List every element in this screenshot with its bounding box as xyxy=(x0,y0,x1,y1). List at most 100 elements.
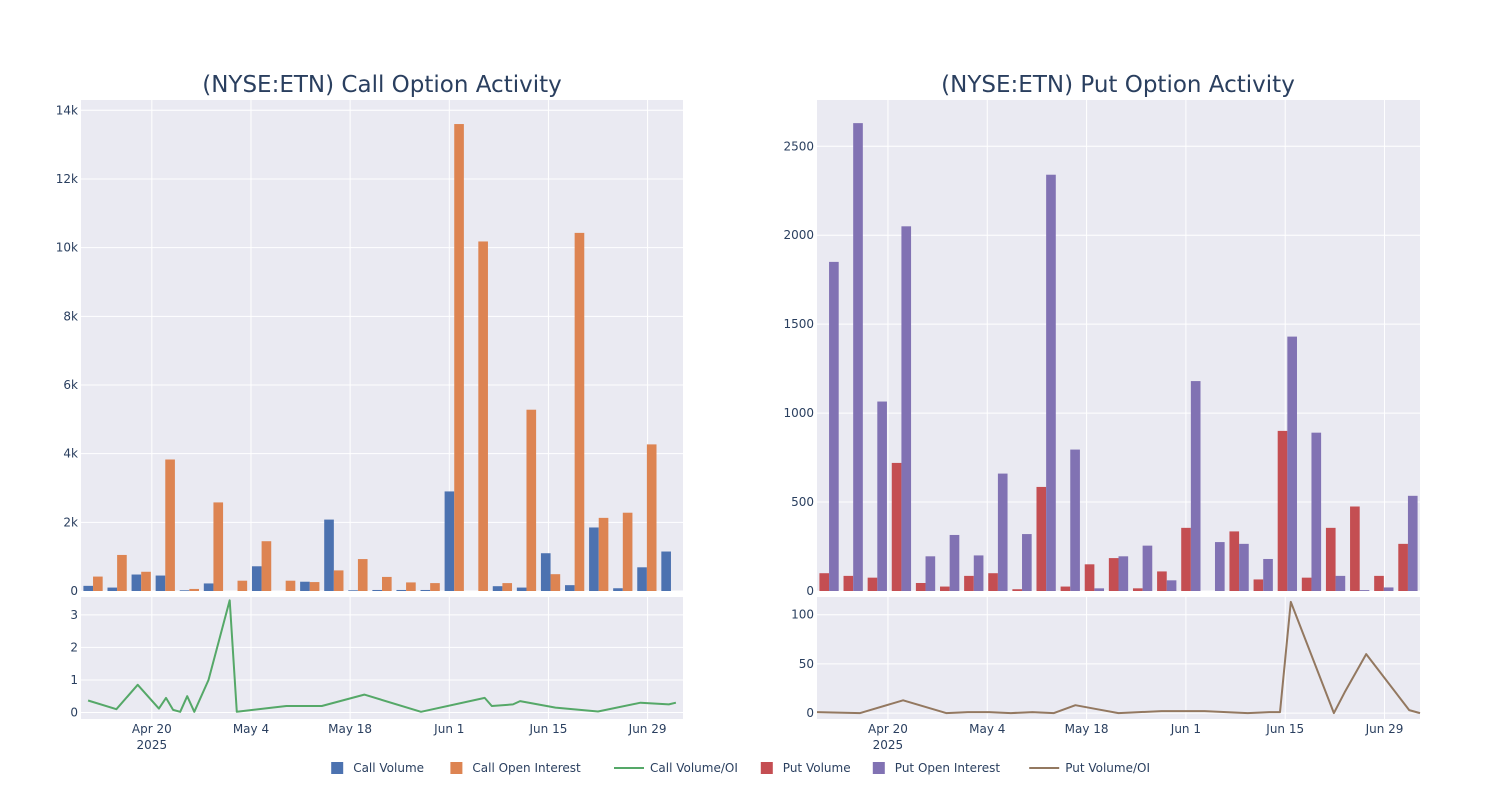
call-open-interest-bar xyxy=(261,541,272,591)
put-open-interest-bar xyxy=(1359,590,1370,591)
put-volume-bar xyxy=(1325,527,1336,591)
put-volume-bar xyxy=(1253,579,1264,591)
call-open-interest-bar xyxy=(646,444,657,591)
put-volume-bar xyxy=(1084,564,1095,591)
put-volume-bar xyxy=(915,582,926,591)
put-volume-bar xyxy=(1012,589,1023,591)
call-volume-bar xyxy=(637,567,647,591)
legend[interactable]: Call Volume Call Open Interest Call Volume… xyxy=(331,761,1150,775)
legend-label: Call Volume/OI xyxy=(650,761,738,775)
put-volume-bar xyxy=(1157,571,1167,591)
legend-label: Call Volume xyxy=(353,761,424,775)
put-open-interest-bar xyxy=(1118,556,1129,591)
put-ratio-series xyxy=(816,600,1421,715)
call-chart: (NYSE:ETN) Call Option Activity 0 2k 4k 6k 8… xyxy=(56,72,683,752)
call-ratio-y-axis: 0 1 2 3 xyxy=(70,608,78,720)
ratio-y-tick-label: 50 xyxy=(799,657,814,671)
put-volume-bar xyxy=(1374,575,1384,591)
bar-y-tick-label: 0 xyxy=(70,584,78,598)
x-tick-label: May 18 xyxy=(1065,722,1109,736)
legend-item-put-volume[interactable]: Put Volume xyxy=(760,761,851,775)
put-open-interest-bar xyxy=(853,123,863,592)
call-ratio-series xyxy=(87,599,677,713)
put-volume-bar xyxy=(1108,558,1119,591)
put-x-axis: Apr 20 2025 May 4 May 18 Jun 1 Jun 15 Jun 29 xyxy=(868,722,1403,752)
call-volume-bar xyxy=(492,586,503,591)
call-open-interest-bar xyxy=(165,459,175,591)
call-volume-bar xyxy=(83,585,94,591)
bar-y-tick-label: 2500 xyxy=(783,139,814,153)
call-volume-bar xyxy=(396,589,407,591)
put-volume-bar xyxy=(1301,577,1312,591)
put-open-interest-bar xyxy=(1070,449,1080,591)
legend-swatch xyxy=(872,762,885,774)
call-ratio-plot-area xyxy=(81,597,683,719)
x-tick-label: Jun 29 xyxy=(628,722,667,736)
x-tick-label: May 4 xyxy=(969,722,1005,736)
call-open-interest-bar xyxy=(285,580,296,591)
ratio-y-tick-label: 1 xyxy=(70,673,78,687)
legend-swatch xyxy=(450,762,463,774)
ratio-y-tick-label: 100 xyxy=(791,608,814,622)
bar-y-tick-label: 4k xyxy=(63,447,78,461)
x-tick-label: May 4 xyxy=(233,722,269,736)
call-volume-bar xyxy=(324,519,334,591)
bar-y-tick-label: 0 xyxy=(806,584,814,598)
put-volume-bar xyxy=(1398,543,1408,591)
bar-y-tick-label: 6k xyxy=(63,378,78,392)
legend-swatch xyxy=(760,762,773,774)
bar-y-tick-label: 14k xyxy=(56,103,78,117)
call-bar-y-axis: 0 2k 4k 6k 8k 10k 12k 14k xyxy=(56,103,78,598)
ratio-y-tick-label: 2 xyxy=(70,640,78,654)
call-open-interest-bar xyxy=(141,571,151,591)
put-open-interest-bar xyxy=(1214,542,1225,591)
call-open-interest-bar xyxy=(430,583,440,591)
call-volume-bar xyxy=(565,585,575,591)
put-open-interest-bar xyxy=(1383,587,1394,591)
call-open-interest-bar xyxy=(213,502,224,591)
bar-y-tick-label: 8k xyxy=(63,309,78,323)
call-volume-bar xyxy=(613,588,623,591)
put-open-interest-bar xyxy=(949,534,960,591)
put-open-interest-bar xyxy=(1142,545,1153,591)
put-open-interest-bar xyxy=(1022,534,1032,591)
ratio-y-tick-label: 0 xyxy=(70,705,78,719)
legend-item-put-open-interest[interactable]: Put Open Interest xyxy=(872,761,1001,775)
put-open-interest-bar xyxy=(1239,543,1249,591)
call-open-interest-bar xyxy=(574,232,585,591)
put-open-interest-bar xyxy=(973,555,984,591)
put-volume-bar xyxy=(1181,527,1191,591)
legend-label: Put Open Interest xyxy=(895,761,1001,775)
put-volume-bar xyxy=(867,577,878,591)
put-open-interest-bar xyxy=(1046,174,1056,591)
legend-item-put-volume-oi[interactable]: Put Volume/OI xyxy=(1029,761,1150,775)
call-open-interest-bar xyxy=(93,576,103,591)
call-volume-bar xyxy=(589,527,599,591)
ratio-y-tick-label: 0 xyxy=(806,706,814,720)
put-volume-oi-line xyxy=(816,600,1421,715)
put-volume-bar xyxy=(940,586,950,591)
bar-y-tick-label: 500 xyxy=(791,495,814,509)
call-open-interest-bar xyxy=(382,576,392,591)
legend-label: Put Volume xyxy=(783,761,851,775)
legend-item-call-volume-oi[interactable]: Call Volume/OI xyxy=(614,761,738,775)
x-tick-label: Jun 29 xyxy=(1365,722,1404,736)
put-volume-bar xyxy=(1060,586,1071,591)
call-volume-oi-line xyxy=(87,599,677,713)
call-volume-bar xyxy=(179,590,190,591)
put-open-interest-bar xyxy=(1094,588,1105,591)
put-open-interest-bar xyxy=(997,473,1008,591)
bar-y-tick-label: 10k xyxy=(56,241,78,255)
put-volume-bar xyxy=(1350,506,1360,591)
legend-item-call-open-interest[interactable]: Call Open Interest xyxy=(450,761,581,775)
put-ratio-y-axis: 0 50 100 xyxy=(791,608,814,720)
put-open-interest-bar xyxy=(1287,336,1297,591)
put-ratio-gridlines xyxy=(817,597,1420,719)
legend-item-call-volume[interactable]: Call Volume xyxy=(331,761,424,775)
call-volume-bar xyxy=(155,575,166,591)
put-open-interest-bar xyxy=(877,401,887,591)
x-tick-label: Jun 15 xyxy=(529,722,568,736)
call-open-interest-bar xyxy=(526,409,537,591)
put-volume-bar xyxy=(964,575,974,591)
call-volume-bar xyxy=(540,553,551,591)
